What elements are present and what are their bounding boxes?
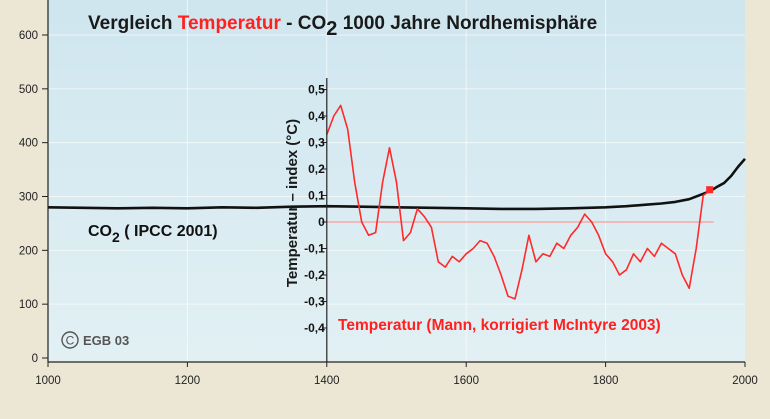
temperature-tick-label: 0,2 bbox=[308, 162, 325, 176]
temperature-tick-label: 0 bbox=[318, 215, 325, 229]
title-temperature: Temperatur bbox=[178, 13, 282, 34]
temperature-y-axis: 0,5 0,4 0,3 0,2 0,1 0 -0,1 -0,2 -0,3 -0,4 bbox=[304, 78, 328, 362]
x-tick-label: 1600 bbox=[453, 375, 479, 387]
x-tick-label: 1000 bbox=[35, 375, 61, 387]
copyright-symbol: C bbox=[66, 334, 75, 348]
title-subscript: 2 bbox=[326, 18, 337, 40]
title-part1: Vergleich bbox=[88, 13, 178, 34]
temperature-tick-label: 0,3 bbox=[308, 136, 325, 150]
temperature-tick-label: 0,4 bbox=[308, 109, 325, 123]
co2-y-axis: 0 100 200 300 400 500 600 bbox=[19, 0, 49, 365]
co2-tick-label: 200 bbox=[19, 245, 38, 257]
title-part4: 1000 Jahre Nordhemisphäre bbox=[337, 13, 597, 34]
temperature-tick-label: -0,2 bbox=[304, 268, 325, 282]
co2-tick-label: 600 bbox=[19, 30, 38, 42]
chart-title: Vergleich Temperatur - CO2 1000 Jahre No… bbox=[88, 13, 597, 40]
temperature-tick-label: -0,4 bbox=[304, 321, 325, 335]
x-tick-label: 1800 bbox=[593, 375, 619, 387]
co2-label-sub: 2 bbox=[112, 229, 120, 245]
copyright-mark: C EGB 03 bbox=[61, 331, 129, 349]
co2-tick-label: 500 bbox=[19, 84, 38, 96]
x-tick-label: 2000 bbox=[732, 375, 758, 387]
temperature-series bbox=[326, 104, 714, 300]
x-axis: 1000 1200 1400 1600 1800 2000 bbox=[35, 361, 758, 387]
co2-series-label: CO2 ( IPCC 2001) bbox=[88, 223, 218, 245]
temperature-tick-label: 0,5 bbox=[308, 83, 325, 97]
temperature-line bbox=[326, 104, 711, 300]
co2-label-main: CO bbox=[88, 223, 112, 240]
x-tick-label: 1400 bbox=[314, 375, 340, 387]
title-part3: - CO bbox=[281, 13, 326, 34]
co2-tick-label: 100 bbox=[19, 299, 38, 311]
co2-tick-label: 300 bbox=[19, 192, 38, 204]
temperature-tick-label: -0,3 bbox=[304, 295, 325, 309]
temperature-end-marker bbox=[706, 186, 714, 194]
co2-tick-label: 0 bbox=[32, 353, 38, 365]
temperature-series-label: Temperatur (Mann, korrigiert McIntyre 20… bbox=[338, 317, 661, 334]
co2-label-rest: ( IPCC 2001) bbox=[120, 223, 218, 240]
grid-lines bbox=[48, 0, 745, 362]
temperature-tick-label: 0,1 bbox=[308, 189, 325, 203]
copyright-circle bbox=[61, 331, 79, 349]
copyright-text: EGB 03 bbox=[83, 333, 129, 348]
temperature-tick-label: -0,1 bbox=[304, 242, 325, 256]
x-tick-label: 1200 bbox=[175, 375, 201, 387]
temperature-axis-title: Temperatur – index (°C) bbox=[284, 119, 301, 287]
co2-tick-label: 400 bbox=[19, 138, 38, 150]
